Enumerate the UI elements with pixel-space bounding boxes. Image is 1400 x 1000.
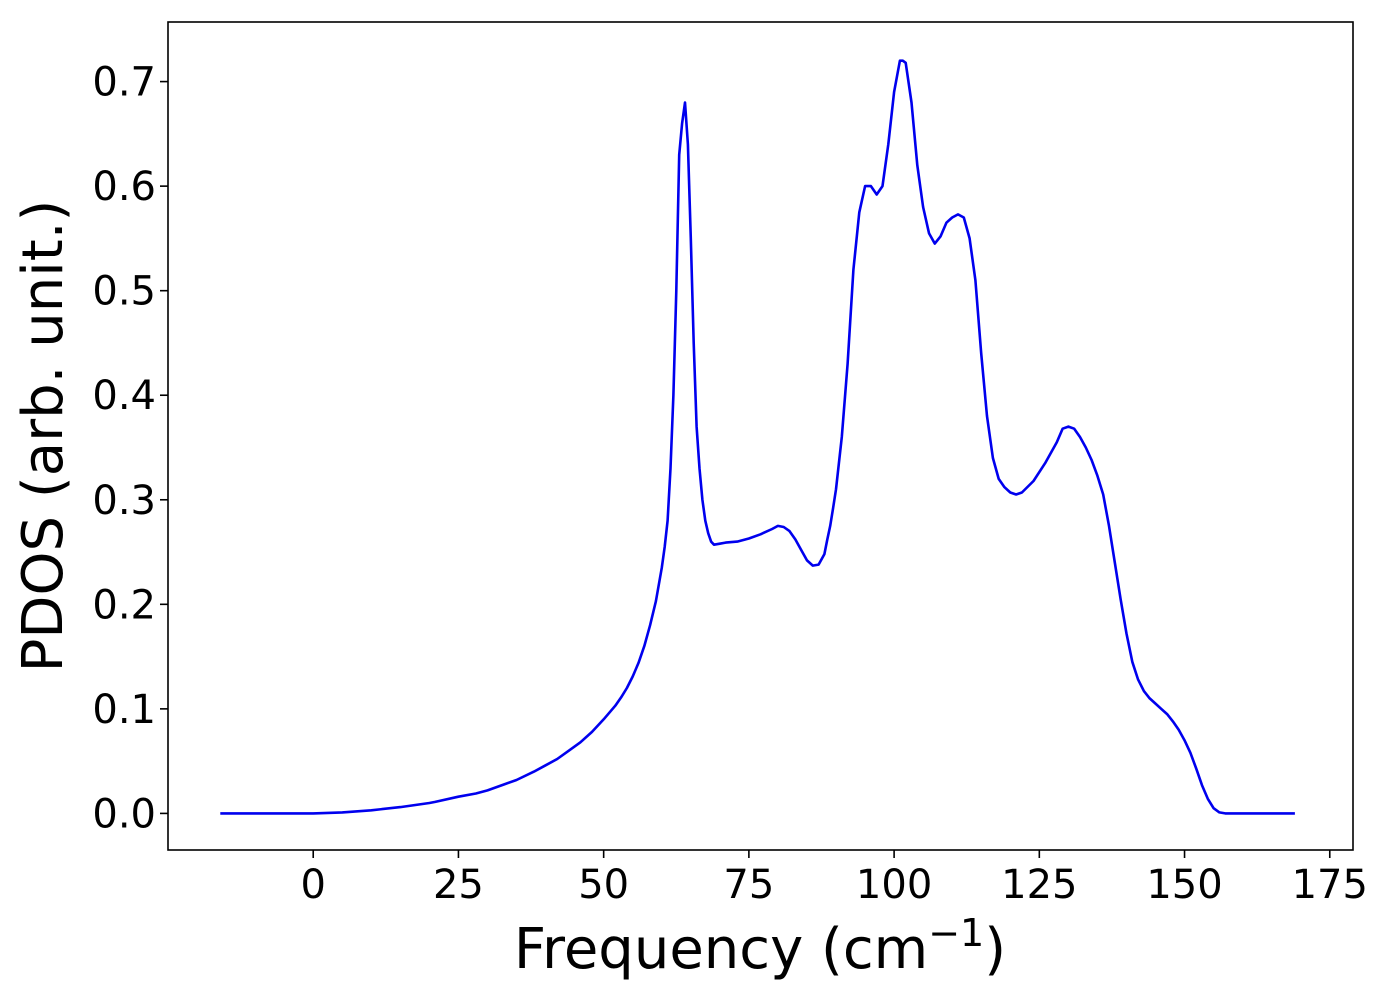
x-tick-label: 25 — [433, 862, 484, 908]
x-tick-label: 75 — [723, 862, 774, 908]
pdos-series-line — [220, 59, 1295, 815]
x-axis-label: Frequency (cm−1) — [514, 911, 1006, 982]
y-tick-label: 0.7 — [92, 60, 156, 106]
tick-group: 0 25 50 75 100 125 150 175 0.0 0.1 0.2 0.3 0.4 0.5 0.6… — [92, 60, 1368, 908]
y-tick-label: 0.5 — [92, 269, 156, 315]
x-axis-label-close: ) — [984, 917, 1006, 982]
x-tick-label: 125 — [1001, 862, 1077, 908]
plot-frame — [167, 21, 1354, 851]
series-group — [220, 59, 1295, 815]
y-tick-label: 0.3 — [92, 478, 156, 524]
x-axis-label-exponent: −1 — [928, 911, 984, 955]
y-axis-label: PDOS (arb. unit.) — [11, 200, 76, 673]
plot-background — [168, 22, 1353, 850]
x-tick-label: 175 — [1292, 862, 1368, 908]
x-tick-label: 150 — [1146, 862, 1222, 908]
x-tick-label: 0 — [300, 862, 325, 908]
y-tick-label: 0.4 — [92, 373, 156, 419]
x-tick-label: 100 — [856, 862, 932, 908]
x-axis-label-text: Frequency (cm — [514, 917, 928, 982]
y-tick-label: 0.1 — [92, 687, 156, 733]
y-tick-label: 0.6 — [92, 164, 156, 210]
y-tick-label: 0.2 — [92, 582, 156, 628]
y-tick-label: 0.0 — [92, 791, 156, 837]
x-tick-label: 50 — [578, 862, 629, 908]
